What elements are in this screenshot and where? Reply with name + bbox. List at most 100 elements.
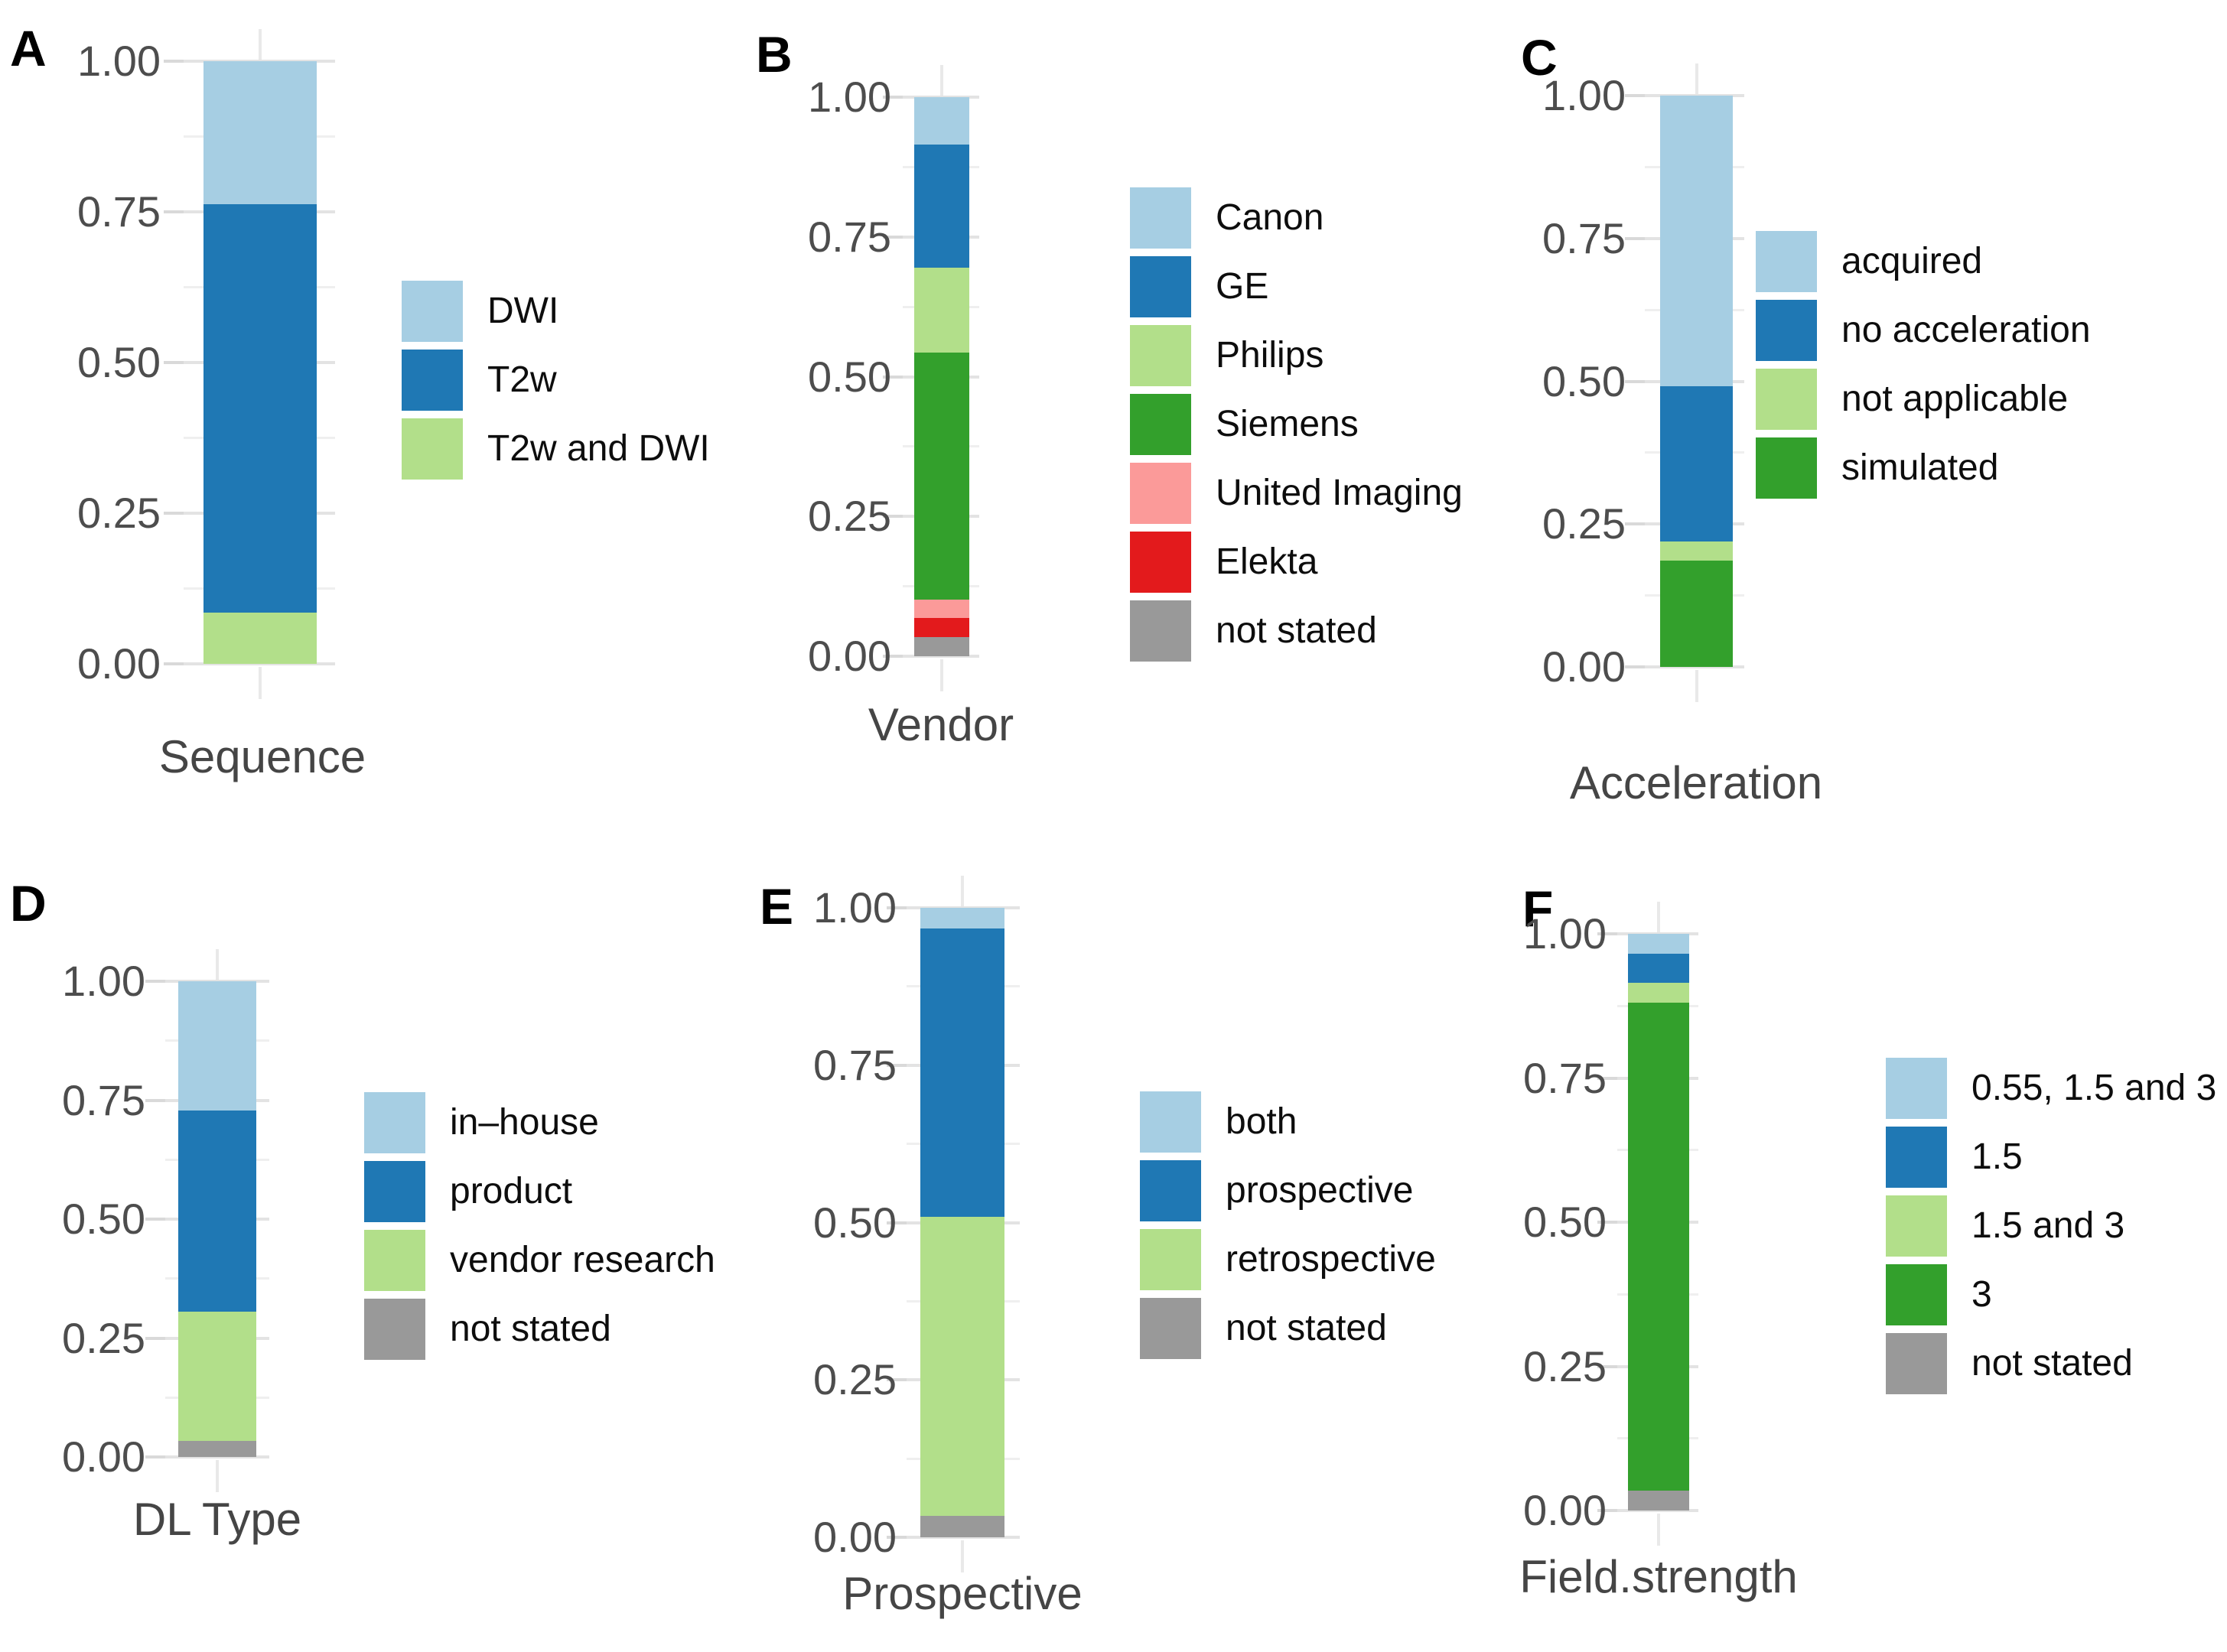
legend-label: Siemens [1216, 404, 1359, 444]
legend-swatch-blue [1130, 256, 1191, 317]
legend-swatch-gray [364, 1299, 425, 1360]
bar-segment-A-dwi [203, 61, 317, 204]
legend-label: Canon [1216, 197, 1324, 238]
legend-swatch-light_green [402, 418, 463, 480]
y-axis-tick [164, 512, 184, 515]
legend-swatch-green [1756, 437, 1817, 499]
y-gridline-major [1617, 1509, 1698, 1512]
bar-segment-C-no-acceleration [1660, 386, 1733, 541]
x-gridline-stub-top [259, 29, 262, 61]
y-axis-tick [887, 1378, 907, 1382]
legend-swatch-light_green [1886, 1195, 1947, 1257]
bar-segment-D-vendor-research [178, 1312, 256, 1441]
x-axis-title-C: Acceleration [1569, 757, 1823, 808]
y-tick-label: 0.25 [1542, 499, 1626, 548]
bar-segment-E-retrospective [920, 1217, 1004, 1516]
bar-segment-B-siemens [914, 353, 969, 600]
x-axis-tick-bottom [259, 667, 262, 699]
legend-label: not applicable [1841, 379, 2069, 419]
y-tick-label: 0.00 [62, 1432, 145, 1481]
y-tick-label: 0.75 [1542, 213, 1626, 262]
y-gridline-major [903, 655, 979, 658]
y-axis-tick [1625, 522, 1645, 526]
y-axis-tick [164, 662, 184, 665]
bar-segment-B-not-stated [914, 637, 969, 656]
y-tick-label: 0.25 [1523, 1341, 1607, 1390]
x-gridline-stub-top [1657, 902, 1660, 934]
y-axis-tick [164, 210, 184, 213]
y-axis-tick [883, 235, 903, 239]
y-tick-label: 0.00 [813, 1513, 897, 1561]
bar-segment-D-not-stated [178, 1440, 256, 1457]
y-axis-tick [883, 515, 903, 519]
y-tick-label: 0.75 [62, 1075, 145, 1124]
y-tick-label: 0.00 [77, 639, 161, 688]
panel-letter-F: F [1522, 880, 1554, 937]
y-tick-label: 0.50 [808, 352, 891, 401]
panel-letter-C: C [1521, 29, 1558, 86]
x-gridline-stub-top [961, 876, 964, 908]
y-tick-label: 0.75 [77, 187, 161, 236]
bar-segment-B-united-imaging [914, 599, 969, 619]
legend-swatch-blue [1140, 1160, 1201, 1221]
x-gridline-stub-top [1695, 63, 1698, 96]
y-tick-label: 0.50 [1542, 356, 1626, 405]
y-axis-tick [883, 375, 903, 379]
legend-label: product [450, 1171, 573, 1211]
bar-segment-E-both [920, 908, 1004, 929]
legend-swatch-light_blue [402, 281, 463, 342]
y-axis-tick [1597, 1364, 1617, 1368]
y-axis-tick [1597, 1221, 1617, 1224]
bar-segment-B-canon [914, 97, 969, 145]
y-tick-label: 1.00 [813, 883, 897, 932]
y-axis-tick [887, 1536, 907, 1539]
y-axis-tick [145, 980, 165, 983]
bar-segment-C-not-applicable [1660, 541, 1733, 561]
legend-label: 3 [1971, 1274, 1992, 1315]
y-tick-label: 0.25 [808, 492, 891, 541]
legend-swatch-gray [1886, 1333, 1947, 1394]
legend-label: vendor research [450, 1240, 715, 1280]
legend-swatch-light_green [364, 1230, 425, 1291]
y-tick-label: 0.00 [1542, 642, 1626, 691]
y-tick-label: 0.00 [1523, 1486, 1607, 1534]
y-tick-label: 0.75 [808, 212, 891, 261]
legend-label: not stated [450, 1309, 611, 1349]
x-axis-tick-bottom [216, 1460, 219, 1492]
y-tick-label: 1.00 [62, 957, 145, 1005]
legend-label: 0.55, 1.5 and 3 [1971, 1068, 2217, 1108]
bar-segment-F-3 [1628, 1002, 1689, 1491]
legend-label: retrospective [1226, 1239, 1436, 1280]
legend-swatch-light_green [1140, 1229, 1201, 1290]
x-axis-tick-bottom [1657, 1514, 1660, 1546]
bar-segment-E-not-stated [920, 1516, 1004, 1537]
bar-segment-C-simulated [1660, 561, 1733, 667]
legend-label: DWI [487, 291, 559, 331]
x-axis-title-E: Prospective [842, 1568, 1083, 1619]
x-axis-title-A: Sequence [158, 731, 366, 782]
panel-letter-A: A [10, 20, 47, 76]
legend-label: T2w [487, 359, 557, 400]
legend-swatch-red [1130, 532, 1191, 593]
y-axis-tick [1597, 932, 1617, 935]
x-axis-title-F: Field.strength [1519, 1551, 1798, 1602]
legend-label: United Imaging [1216, 473, 1463, 513]
y-axis-tick [145, 1455, 165, 1459]
y-gridline-major [1645, 665, 1744, 668]
legend-swatch-light_blue [1886, 1058, 1947, 1119]
bar-segment-B-philips [914, 267, 969, 353]
bar-segment-B-elekta [914, 618, 969, 638]
legend-swatch-blue [364, 1161, 425, 1222]
y-tick-label: 0.00 [808, 632, 891, 680]
bar-segment-D-product [178, 1110, 256, 1312]
legend-label: Elekta [1216, 541, 1318, 582]
legend-swatch-blue [1886, 1127, 1947, 1188]
legend-label: 1.5 [1971, 1137, 2023, 1177]
legend-swatch-light_blue [364, 1092, 425, 1153]
y-axis-tick [1597, 1509, 1617, 1512]
legend-label: Philips [1216, 335, 1324, 376]
y-tick-label: 0.25 [77, 489, 161, 537]
legend-label: acquired [1841, 241, 1983, 281]
y-axis-tick [887, 1063, 907, 1067]
bar-segment-C-acquired [1660, 96, 1733, 387]
